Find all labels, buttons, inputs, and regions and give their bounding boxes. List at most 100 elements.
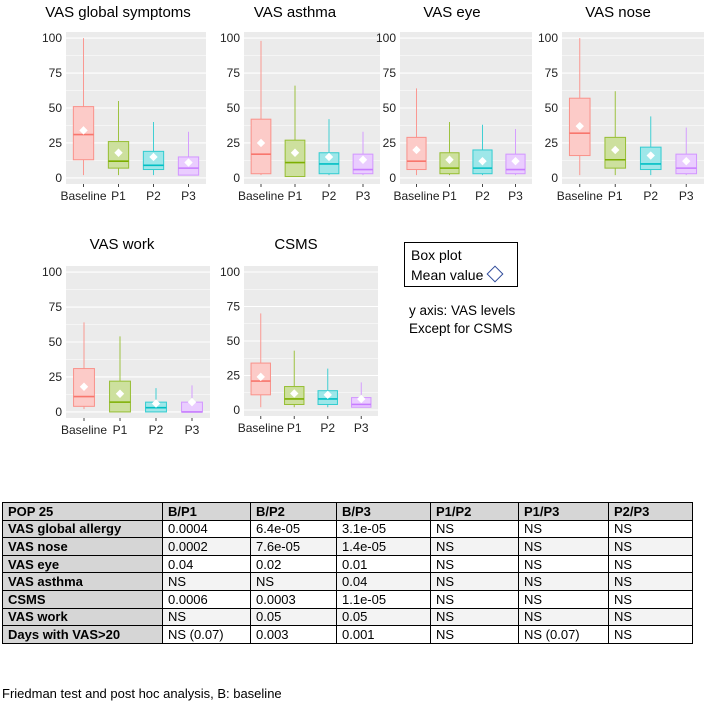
table-cell: NS [608,572,693,591]
y-tick-label: 0 [55,171,62,185]
table-cell: 7.6e-05 [250,537,337,556]
mean-diamond [115,389,125,398]
y-tick-label: 25 [49,136,63,150]
table-cell: NS [250,572,337,591]
table-row-label: VAS eye [2,554,163,574]
table-header-cell: POP 25 [2,502,163,521]
y-tick-label: 100 [220,31,240,45]
mean-diamond [646,151,655,160]
table-cell: NS [430,607,519,627]
x-tick-label: Baseline [238,421,284,435]
table-cell: NS [518,607,609,627]
x-tick-label: P1 [608,189,623,203]
table-cell: NS [608,589,693,609]
table-cell: NS [430,554,519,574]
table-cell: NS [430,519,519,539]
table-cell: NS (0.07) [518,625,609,644]
chart-panel-asthma: VAS asthma 0 25 50 75 100 Baseline P1 P2 P3 [210,4,380,236]
x-tick-label: P3 [181,189,196,203]
x-tick-label: P1 [113,423,128,437]
y-tick-label: 0 [551,171,558,185]
y-tick-label: 25 [49,370,63,384]
mean-diamond [511,156,520,166]
x-tick-label: P1 [288,189,303,203]
x-tick-label: P1 [287,421,302,435]
mean-diamond [478,156,487,166]
diamond-icon [486,265,504,283]
x-tick-label: Baseline [61,423,107,437]
mean-diamond [151,399,161,408]
box [284,139,306,178]
axis-note-line2: Except for CSMS [409,321,513,336]
chart-panel-work: VAS work 0 25 50 75 100 Baseline P1 P2 P3 [34,236,210,472]
table-cell: NS [430,625,519,644]
table-cell: NS [518,589,609,609]
table-cell: 0.0004 [162,519,251,539]
table-row: VAS nose 0.0002 7.6e-05 1.4e-05 NS NS NS [2,537,693,556]
table-row-label: Days with VAS>20 [2,625,163,644]
table-caption: Friedman test and post hoc analysis, B: … [2,686,282,701]
y-tick-label: 0 [233,171,240,185]
chart-title: VAS nose [585,4,651,21]
table-cell: 0.05 [336,607,431,627]
table-cell: NS (0.07) [162,625,251,644]
table-row: VAS global allergy 0.0004 6.4e-05 3.1e-05 NS… [2,519,693,539]
legend-mean-row: Mean value [411,265,511,285]
mean-diamond [256,138,266,148]
mean-diamond [184,158,193,167]
y-tick-label: 25 [383,136,397,150]
chart-title: VAS global symptoms [45,4,191,21]
mean-diamond [611,145,620,155]
y-tick-label: 100 [376,31,396,45]
x-tick-label: P3 [508,189,523,203]
legend: Box plot Mean value [404,242,518,287]
legend-box-plot-label: Box plot [411,247,462,263]
y-tick-label: 100 [42,265,62,279]
x-tick-label: P1 [442,189,457,203]
table-header-cell: P2/P3 [608,502,693,521]
mean-diamond [324,152,334,162]
x-tick-label: P3 [356,189,371,203]
mean-diamond [682,156,691,166]
table-cell: NS [608,607,693,627]
x-tick-label: Baseline [238,189,284,203]
chart-title: VAS asthma [253,4,337,21]
chart-title: VAS eye [423,4,481,21]
table-cell: 0.01 [336,554,431,574]
table-cell: NS [162,572,251,591]
chart-title: VAS work [89,236,155,253]
x-tick-label: P2 [149,423,164,437]
table-row-label: VAS asthma [2,572,163,591]
table-cell: 0.04 [336,572,431,591]
x-tick-label: P2 [475,189,490,203]
mean-diamond [79,126,88,135]
chart-title: CSMS [274,236,318,253]
x-tick-label: P3 [185,423,200,437]
mean-diamond [323,390,332,400]
x-tick-label: P1 [111,189,126,203]
table-row-label: VAS global allergy [2,519,163,539]
table-cell: 0.003 [250,625,337,644]
table-header-cell: P1/P3 [518,502,609,521]
legend-mean-label: Mean value [411,267,484,283]
table-cell: 0.02 [250,554,337,574]
y-tick-label: 75 [227,300,241,314]
mean-diamond [256,372,265,382]
table-cell: NS [608,554,693,574]
y-tick-label: 75 [227,66,241,80]
table-cell: 0.0003 [250,589,337,609]
x-tick-label: P2 [146,189,161,203]
mean-diamond [290,148,300,157]
table-row-label: CSMS [2,589,163,609]
mean-diamond [358,155,368,164]
table-header-cell: B/P3 [336,502,431,521]
table-header-cell: B/P2 [250,502,337,521]
table-row: Days with VAS>20 NS (0.07) 0.003 0.001 NS NS … [2,625,693,644]
y-tick-label: 0 [233,403,240,417]
table-cell: NS [430,537,519,556]
table-cell: 1.1e-05 [336,589,431,609]
